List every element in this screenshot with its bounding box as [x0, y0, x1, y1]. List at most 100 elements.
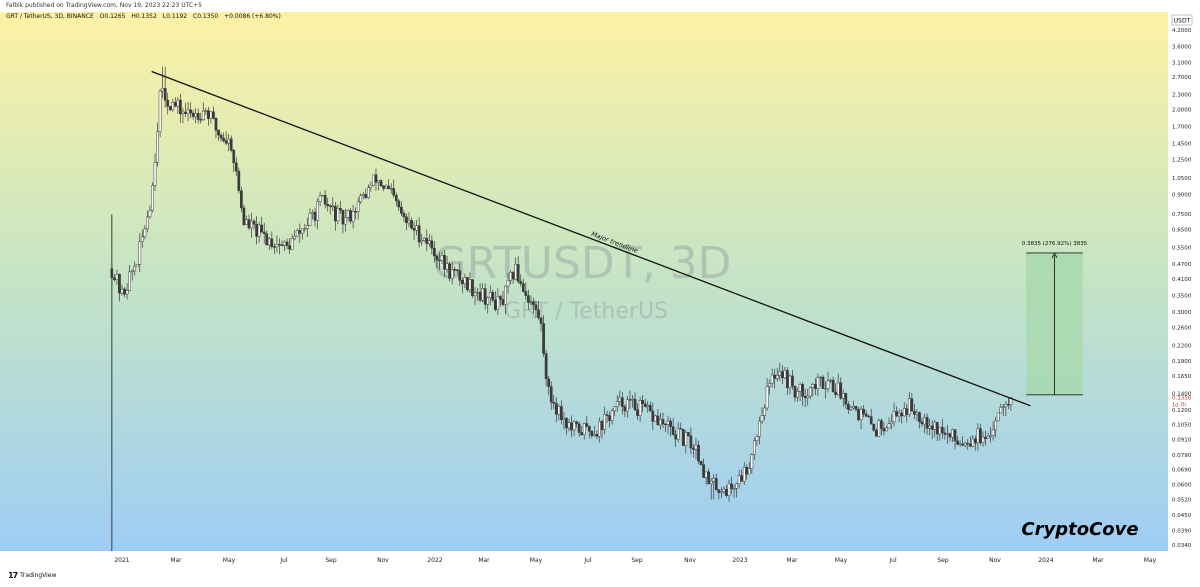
candle-body: [303, 228, 307, 230]
candle-body: [968, 443, 972, 447]
candle-body: [313, 211, 317, 221]
x-tick-label: Jul: [888, 557, 897, 564]
footer-brand-label: TradingView: [20, 572, 57, 579]
x-tick-label: Mar: [786, 557, 798, 564]
candle-body: [572, 421, 576, 431]
candle-body: [146, 216, 149, 230]
candle-body: [499, 296, 502, 300]
footer-brand[interactable]: 17 TradingView: [8, 571, 56, 580]
candle-body: [656, 415, 660, 426]
candle-body: [786, 370, 789, 389]
x-tick-label: Sep: [325, 557, 337, 564]
candle-body: [217, 129, 220, 136]
candle-body: [674, 434, 678, 440]
y-tick-label: 1.0500: [1172, 176, 1192, 182]
candle-body: [913, 410, 916, 415]
candle-body: [895, 411, 898, 417]
candle-body: [288, 245, 291, 250]
candle-body: [544, 353, 548, 380]
candle-body: [331, 205, 335, 208]
ohlc-low: L0.1192: [162, 13, 188, 20]
candle-body: [768, 383, 771, 387]
candle-body: [542, 323, 545, 354]
ohlc-close: C0.1350: [193, 13, 219, 20]
x-tick-label: May: [835, 557, 848, 564]
candle-body: [747, 468, 751, 475]
candle-body: [1004, 404, 1008, 408]
candle-body: [234, 162, 238, 172]
candle-body: [720, 491, 723, 493]
candle-body: [666, 420, 670, 425]
candle-body: [689, 435, 693, 449]
major-trendline[interactable]: [151, 70, 1031, 407]
candle-body: [455, 269, 459, 271]
candle-body: [516, 264, 520, 282]
candle-body: [318, 195, 322, 202]
candle-body: [255, 224, 258, 237]
candle-body: [803, 396, 807, 399]
candle-body: [791, 375, 794, 387]
candle-body: [250, 220, 253, 229]
candle-body: [125, 290, 129, 295]
candle-body: [770, 374, 774, 384]
candle-body: [463, 277, 467, 284]
candle-body: [651, 410, 655, 422]
x-tick-label: Nov: [684, 557, 696, 564]
candle-body: [610, 410, 614, 421]
candle-body: [290, 238, 294, 250]
candle-body: [427, 240, 431, 244]
candle-body: [918, 412, 921, 422]
candle-body: [552, 401, 556, 404]
candle-body: [872, 423, 876, 431]
candle-body: [227, 138, 231, 144]
candle-body: [209, 111, 213, 119]
candle-body: [750, 454, 754, 469]
candle-body: [260, 224, 264, 233]
symbol-name[interactable]: GRT / TetherUS, 3D, BINANCE: [6, 13, 94, 20]
candle-body: [999, 407, 1003, 414]
candle-body: [135, 263, 139, 267]
candle-body: [262, 231, 266, 235]
candle-body: [237, 170, 241, 191]
candle-body: [643, 403, 647, 407]
candle-body: [854, 406, 858, 410]
candle-body: [615, 401, 619, 407]
candle-body: [1001, 406, 1005, 408]
candle-body: [760, 415, 764, 422]
candle-body: [341, 210, 345, 225]
candle-body: [885, 427, 888, 432]
candle-body: [367, 187, 370, 199]
candle-body: [603, 414, 606, 430]
candle-body: [176, 99, 180, 107]
y-tick-label: 0.2200: [1172, 343, 1192, 349]
candle-body: [224, 140, 228, 144]
candle-body: [687, 432, 690, 437]
candle-body: [417, 225, 421, 243]
candle-body: [880, 420, 883, 429]
candle-body: [915, 412, 919, 415]
candle-body: [902, 408, 906, 417]
candle-body: [173, 102, 177, 107]
candle-body: [179, 99, 182, 115]
candle-body: [961, 443, 964, 446]
candle-body: [506, 280, 510, 287]
candle-body: [445, 263, 449, 270]
candle-body: [219, 134, 223, 139]
candle-body: [148, 210, 152, 218]
candle-body: [539, 317, 543, 324]
candle-body: [361, 194, 365, 196]
candle-body: [704, 471, 708, 478]
candle-body: [232, 150, 236, 164]
y-tick-label: 0.3000: [1172, 310, 1192, 316]
candle-body: [270, 238, 274, 247]
candle-body: [973, 438, 977, 444]
y-tick-label: 0.0390: [1172, 528, 1192, 534]
candle-body: [958, 443, 962, 445]
x-tick-label: 2021: [114, 557, 129, 564]
candle-body: [793, 386, 797, 398]
candle-body: [547, 378, 551, 387]
candle-body: [298, 230, 302, 234]
candle-body: [397, 200, 401, 208]
